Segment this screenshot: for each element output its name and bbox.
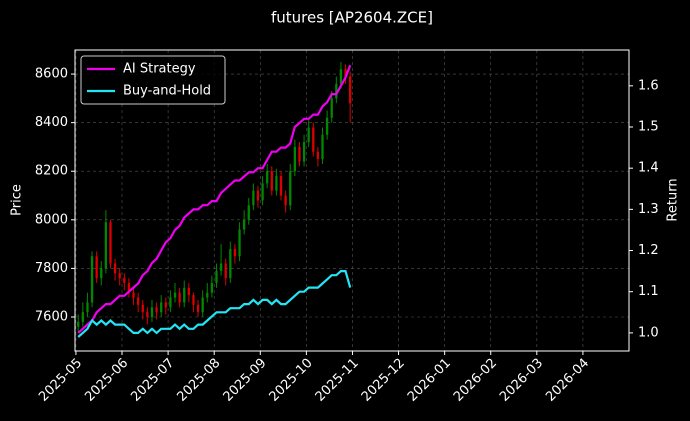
y2-tick-label: 1.2: [638, 243, 659, 258]
candle-body: [90, 256, 94, 303]
candle-body: [344, 69, 347, 77]
y-tick-label: 7600: [35, 309, 68, 324]
candle-body: [150, 307, 154, 317]
candle-body: [219, 263, 223, 271]
legend-label: Buy-and-Hold: [123, 84, 211, 99]
y-tick-label: 8000: [35, 212, 68, 227]
candle-body: [252, 190, 255, 206]
candle-body: [266, 171, 269, 184]
candle-body: [201, 297, 204, 313]
y-tick-label: 7800: [35, 261, 68, 276]
y2-tick-label: 1.6: [638, 78, 659, 93]
y2-tick-label: 1.4: [638, 161, 659, 176]
candle-body: [330, 98, 333, 118]
candle-body: [127, 282, 131, 293]
y2-tick-label: 1.3: [638, 202, 659, 217]
return-line: [77, 64, 352, 334]
candle-body: [289, 171, 292, 206]
candle-body: [95, 256, 98, 279]
candle-body: [224, 263, 227, 279]
candle-body: [136, 297, 140, 305]
candle-body: [312, 127, 315, 152]
y-axis-label: Price: [10, 184, 25, 216]
legend-box: [80, 55, 226, 105]
candle-body: [307, 127, 310, 143]
candle-body: [293, 146, 297, 172]
candle-body: [233, 248, 237, 257]
candle-body: [316, 151, 320, 160]
plot-frame: [74, 49, 630, 352]
candle-body: [210, 282, 214, 293]
candle-body: [275, 176, 278, 191]
candle-body: [141, 304, 144, 313]
candle-body: [77, 321, 80, 327]
candle-body: [339, 69, 343, 84]
candle-body: [104, 222, 108, 269]
candle-body: [169, 297, 172, 308]
candle-body: [335, 83, 338, 99]
candle-body: [183, 287, 186, 303]
candle-body: [109, 222, 112, 264]
y2-tick-label: 1.1: [638, 284, 659, 299]
candle-body: [215, 270, 218, 283]
candle-body: [302, 142, 306, 162]
candle-body: [196, 304, 200, 313]
candle-body: [164, 302, 167, 308]
y2-tick-label: 1.0: [638, 325, 659, 340]
candle-body: [279, 176, 283, 196]
chart-title: futures [AP2604.ZCE]: [271, 9, 433, 27]
candle-body: [187, 287, 190, 296]
candle-body: [146, 312, 149, 317]
candle-body: [325, 117, 329, 135]
candle-body: [178, 292, 181, 303]
candle-body: [321, 134, 324, 160]
candle-body: [192, 295, 195, 305]
y2-tick-label: 1.5: [638, 120, 659, 135]
y2-axis-label: Return: [666, 178, 681, 221]
y-tick-label: 8600: [35, 67, 68, 82]
y-tick-label: 8400: [35, 115, 68, 130]
candle-body: [242, 219, 246, 230]
candle-body: [100, 268, 103, 279]
candle-body: [298, 146, 301, 162]
candle-body: [247, 205, 250, 220]
candle-body: [86, 302, 89, 313]
candle-body: [256, 190, 260, 201]
candle-body: [229, 248, 232, 279]
candle-body: [155, 307, 158, 313]
candle-body: [238, 229, 241, 257]
legend-label: AI Strategy: [123, 62, 196, 77]
candle-body: [270, 171, 273, 191]
candle-body: [113, 263, 117, 274]
y-tick-label: 8200: [35, 164, 68, 179]
candle-body: [206, 292, 209, 298]
candle-body: [160, 302, 163, 313]
return-line: [77, 270, 352, 338]
candle-body: [284, 195, 287, 206]
candle-body: [81, 312, 84, 322]
candle-body: [123, 278, 126, 283]
candle-body: [261, 183, 264, 201]
candle-body: [173, 292, 177, 298]
candle-body: [132, 292, 135, 298]
candle-body: [349, 76, 352, 104]
candle-body: [118, 273, 121, 279]
